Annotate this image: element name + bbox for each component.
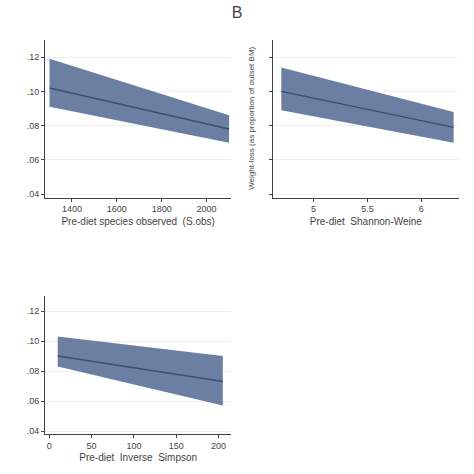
svg-text:.04: .04 [27,426,40,436]
svg-text:.10: .10 [27,87,40,97]
svg-text:2000: 2000 [197,204,217,214]
svg-text:.06: .06 [27,155,40,165]
svg-text:Pre-diet species observed (S.: Pre-diet species observed (S.obs) [61,216,214,227]
svg-text:0: 0 [47,441,52,451]
svg-text:.12: .12 [27,306,40,316]
svg-text:200: 200 [211,441,226,451]
svg-text:50: 50 [87,441,97,451]
svg-text:.04: .04 [27,189,40,199]
svg-text:B: B [232,4,243,21]
svg-text:.10: .10 [27,336,40,346]
svg-text:100: 100 [126,441,141,451]
svg-text:Pre-diet Shannon-Weine: Pre-diet Shannon-Weine [310,216,423,227]
svg-text:.08: .08 [27,121,40,131]
svg-text:5: 5 [311,204,316,214]
svg-text:Weight-loss (as proportion of: Weight-loss (as proportion of outset BM) [247,46,256,189]
svg-text:.06: .06 [27,396,40,406]
svg-text:1800: 1800 [152,204,172,214]
svg-text:1400: 1400 [62,204,82,214]
svg-text:1600: 1600 [107,204,127,214]
svg-text:Pre-diet Inverse Simpson: Pre-diet Inverse Simpson [79,452,197,463]
svg-text:6: 6 [419,204,424,214]
svg-text:.12: .12 [27,52,40,62]
svg-text:150: 150 [169,441,184,451]
svg-text:.08: .08 [27,366,40,376]
svg-text:5.5: 5.5 [361,204,374,214]
